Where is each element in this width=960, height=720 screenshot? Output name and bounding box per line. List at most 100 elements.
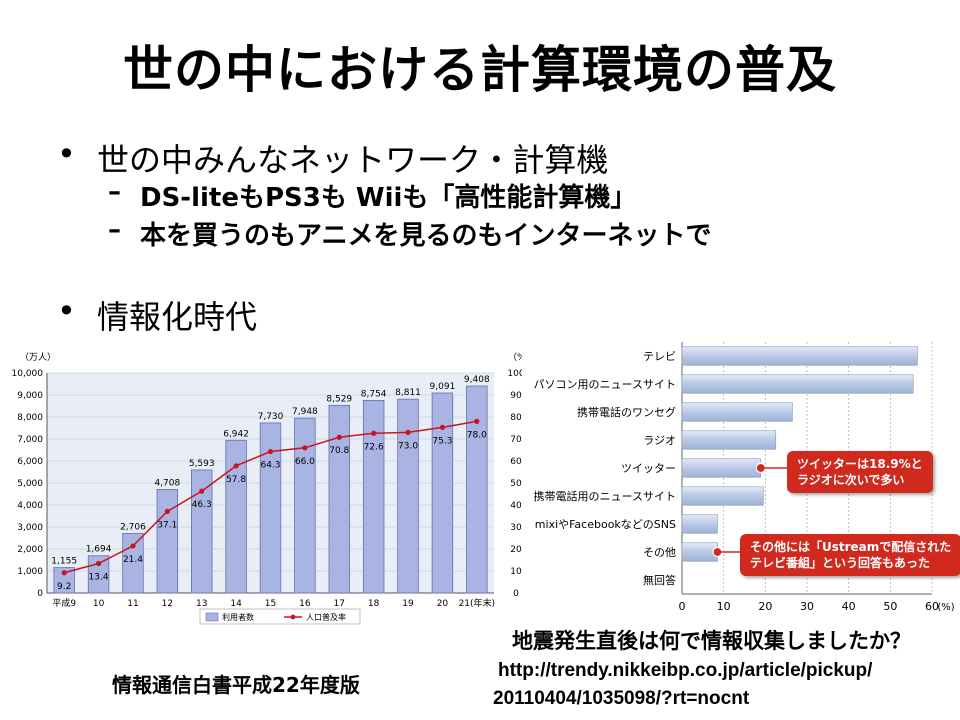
x-tick-label: 15 — [265, 599, 276, 609]
bar-source — [681, 346, 918, 366]
bar-value-label: 9,091 — [430, 382, 456, 392]
callout-twitter: ツイッターは18.9%と ラジオに次いで多い — [787, 451, 933, 493]
left-tick-label: 2,000 — [17, 545, 43, 555]
x-unit-label: (%) — [937, 602, 954, 613]
right-tick-label: 70 — [510, 435, 522, 445]
category-label: その他 — [643, 546, 676, 559]
x-tick-label: 10 — [717, 600, 731, 613]
bar-value-label: 4,708 — [154, 478, 180, 488]
right-tick-label: 90 — [510, 391, 522, 401]
bar-users — [53, 567, 75, 594]
bar-users — [294, 417, 316, 594]
line-value-label: 21.4 — [123, 555, 143, 565]
bar-users — [431, 392, 454, 594]
sub-bullet-internet: – 本を買うのもアニメを見るのもインターネットで — [108, 215, 712, 252]
right-tick-label: 100 — [507, 369, 522, 379]
left-tick-label: 3,000 — [17, 523, 43, 533]
line-value-label: 57.8 — [226, 475, 246, 485]
line-point — [371, 430, 377, 436]
right-tick-label: 30 — [510, 523, 522, 533]
line-point — [302, 445, 308, 451]
right-tick-label: 10 — [510, 567, 522, 577]
bar-value-label: 7,948 — [292, 407, 318, 417]
line-point — [474, 418, 480, 424]
bullet-text: 世の中みんなネットワーク・計算機 — [97, 141, 609, 179]
bar-source — [681, 514, 718, 534]
line-value-label: 70.8 — [329, 446, 349, 456]
sub-bullet-text: DS-liteもPS3も Wiiも「高性能計算機」 — [140, 183, 637, 213]
bar-users — [466, 385, 488, 594]
left-tick-label: 9,000 — [17, 391, 43, 401]
category-label: ツイッター — [621, 462, 676, 475]
legend-box — [199, 608, 361, 625]
line-value-label: 78.0 — [467, 430, 487, 440]
bar-users — [362, 400, 385, 594]
x-tick-label: 17 — [334, 599, 345, 609]
category-label: 無回答 — [643, 573, 676, 587]
line-value-label: 37.1 — [157, 520, 177, 530]
bar-users — [397, 398, 419, 594]
legend-point-penetration — [290, 614, 296, 620]
callout-line: ツイッターは18.9%と — [797, 457, 923, 471]
line-point — [267, 448, 274, 455]
category-label: テレビ — [643, 350, 676, 363]
bar-value-label: 8,754 — [361, 389, 387, 399]
x-tick-label: 10 — [93, 599, 105, 609]
bar-source — [681, 486, 764, 506]
right-tick-label: 0 — [513, 589, 519, 599]
x-tick-label: 14 — [230, 599, 242, 609]
category-label: mixiやFacebookなどのSNS — [535, 518, 676, 531]
category-label: 携帯電話用のニュースサイト — [534, 489, 676, 503]
category-label: パソコン用のニュースサイト — [534, 378, 676, 391]
x-tick-label: 16 — [299, 599, 311, 609]
bullet-network: • 世の中みんなネットワーク・計算機 — [57, 135, 609, 181]
bullet-text: 情報化時代 — [97, 298, 258, 336]
slide-title: 世の中における計算環境の普及 — [123, 41, 837, 99]
sub-bullet-text: 本を買うのもアニメを見るのもインターネットで — [140, 221, 712, 251]
line-value-label: 64.3 — [260, 461, 280, 471]
x-tick-label: 20 — [437, 599, 449, 609]
line-value-label: 66.0 — [295, 457, 315, 467]
source-caption: 情報通信白書平成22年度版 — [112, 673, 360, 697]
x-tick-label: 21(年末) — [459, 597, 495, 609]
bar-value-label: 7,730 — [258, 412, 284, 422]
x-tick-label: 13 — [196, 599, 207, 609]
source-url-line2[interactable]: 20110404/1035098/?rt=nocnt — [493, 688, 750, 709]
x-tick-label: 11 — [127, 599, 138, 609]
line-point — [164, 508, 170, 514]
bar-value-label: 8,811 — [395, 388, 421, 398]
legend-label-penetration: 人口普及率 — [306, 612, 346, 622]
right-tick-label: 60 — [510, 457, 522, 467]
category-label: 携帯電話のワンセグ — [577, 405, 676, 419]
bar-value-label: 9,408 — [464, 375, 490, 385]
left-unit-label: （万人） — [20, 352, 56, 363]
bar-value-label: 5,593 — [189, 459, 215, 469]
x-tick-label: 20 — [758, 600, 772, 613]
left-tick-label: 7,000 — [17, 435, 43, 445]
legend-label-users: 利用者数 — [222, 612, 254, 622]
bar-source — [681, 402, 793, 422]
callout-line: ラジオに次いで多い — [797, 473, 905, 487]
line-point — [95, 560, 102, 567]
line-value-label: 75.3 — [432, 436, 452, 446]
x-tick-label: 30 — [800, 600, 814, 613]
bar-users — [156, 489, 179, 594]
source-url-line1[interactable]: http://trendy.nikkeibp.co.jp/article/pic… — [498, 660, 873, 681]
left-tick-label: 8,000 — [17, 413, 43, 423]
x-tick-label: 0 — [679, 600, 686, 613]
bullet-dot: • — [57, 292, 76, 330]
bar-source — [681, 542, 718, 562]
bar-users — [259, 422, 282, 594]
left-tick-label: 10,000 — [12, 369, 44, 379]
sub-bullet-dash: – — [108, 215, 121, 245]
sub-bullet-dash: – — [108, 177, 121, 207]
line-value-label: 9.2 — [57, 582, 71, 592]
line-value-label: 73.0 — [398, 441, 418, 451]
right-tick-label: 20 — [510, 545, 522, 555]
callout-line: その他には「Ustreamで配信された — [750, 540, 952, 554]
line-point — [61, 570, 67, 576]
left-tick-label: 4,000 — [17, 501, 43, 511]
x-tick-label: 40 — [842, 600, 856, 613]
left-tick-label: 6,000 — [17, 457, 43, 467]
right-tick-label: 80 — [510, 413, 522, 423]
